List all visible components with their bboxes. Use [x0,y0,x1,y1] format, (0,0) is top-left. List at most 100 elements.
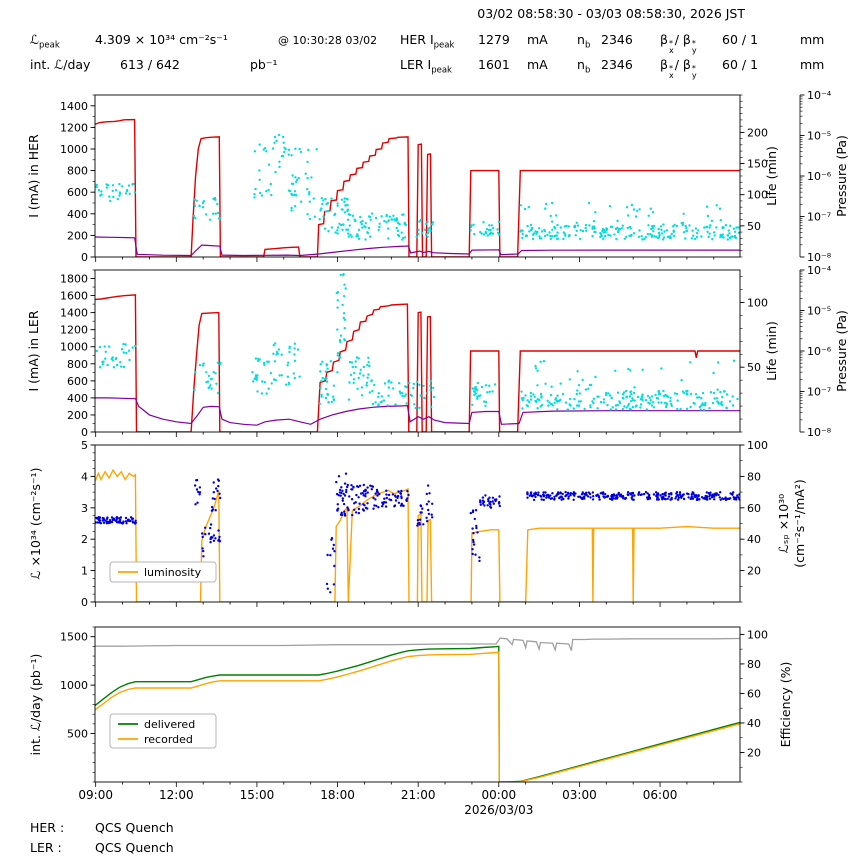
svg-text:1400: 1400 [60,307,88,320]
svg-text:21:00: 21:00 [401,788,436,802]
svg-text:60: 60 [747,687,761,700]
date-range: 03/02 08:58:30 - 03/03 08:58:30, 2026 JS… [477,6,745,21]
svg-text:5: 5 [81,439,88,452]
svg-text:1200: 1200 [60,121,88,134]
svg-text:12:00: 12:00 [159,788,194,802]
svg-text:20: 20 [747,746,761,759]
svg-text:1: 1 [81,565,88,578]
svg-text:40: 40 [747,717,761,730]
ler-nb-label: nb [577,57,591,76]
svg-text:delivered: delivered [144,718,195,731]
series-delivered [95,645,740,782]
ler-beta-value: 60 / 1 [722,57,759,72]
svg-text:50: 50 [747,220,761,233]
her-ipeak-unit: mA [527,32,548,47]
legend-luminosity: luminosity [109,561,217,583]
svg-text:10⁻⁵: 10⁻⁵ [807,305,831,318]
her-status-value: QCS Quench [95,820,174,835]
svg-text:100: 100 [747,296,768,309]
svg-text:200: 200 [747,126,768,139]
svg-text:I (mA) in LER: I (mA) in LER [26,310,41,391]
svg-text:80: 80 [747,470,761,483]
svg-text:I (mA) in HER: I (mA) in HER [26,134,41,218]
svg-text:2026/03/03: 2026/03/03 [464,803,533,817]
panel-her: 0 200 400 600 800 1000 1200 1400 I (mA) in HER 50… [26,89,849,264]
her-ipeak-label: HER Ipeak [400,32,455,51]
svg-text:800: 800 [67,358,88,371]
her-beta-value: 60 / 1 [722,32,759,47]
svg-text:ℒ ×10³⁴ (cm⁻²s⁻¹): ℒ ×10³⁴ (cm⁻²s⁻¹) [28,468,43,580]
intl-value: 613 / 642 [120,57,180,72]
svg-text:10⁻⁶: 10⁻⁶ [807,345,832,358]
svg-text:Life (min): Life (min) [764,146,779,206]
svg-text:10⁻⁸: 10⁻⁸ [807,251,832,264]
svg-text:10⁻⁸: 10⁻⁸ [807,426,832,439]
svg-text:4: 4 [81,470,88,483]
svg-text:09:00: 09:00 [78,788,113,802]
series-ler-current [95,294,740,432]
series-her-lifetime [95,133,740,241]
svg-text:Pressure (Pa): Pressure (Pa) [834,310,849,392]
svg-text:0: 0 [81,251,88,264]
her-nb-value: 2346 [601,32,633,47]
series-efficiency [95,637,740,653]
svg-text:10⁻⁶: 10⁻⁶ [807,170,832,183]
svg-text:1400: 1400 [60,100,88,113]
panel-integrated: 500 1000 1500 int. ℒ/day (pb⁻¹) 20 40 60 80 100 E… [28,626,793,817]
ler-ipeak-value: 1601 [478,57,510,72]
svg-text:Efficiency (%): Efficiency (%) [778,662,793,748]
her-nb-label: nb [577,32,591,51]
her-ipeak-value: 1279 [478,32,510,47]
series-ler-secondary [95,397,740,426]
series-her-current [95,118,740,257]
series-luminosity [95,468,740,602]
lpeak-value: 4.309 × 10³⁴ cm⁻²s⁻¹ [95,32,228,47]
svg-text:10⁻⁷: 10⁻⁷ [807,211,831,224]
svg-text:(cm⁻²s⁻¹/mA²): (cm⁻²s⁻¹/mA²) [792,479,807,567]
svg-text:Life (min): Life (min) [764,321,779,381]
svg-text:200: 200 [67,229,88,242]
series-specific-luminosity [95,472,740,594]
svg-text:3: 3 [81,502,88,515]
svg-text:Pressure (Pa): Pressure (Pa) [834,135,849,217]
svg-text:1500: 1500 [60,631,88,644]
series-her-secondary [95,236,740,257]
lpeak-label: ℒpeak [30,32,60,51]
ler-status-value: QCS Quench [95,840,174,855]
svg-text:18:00: 18:00 [320,788,355,802]
svg-text:500: 500 [67,728,88,741]
svg-text:1800: 1800 [60,273,88,286]
svg-text:50: 50 [747,361,761,374]
series-recorded [95,651,740,782]
svg-text:luminosity: luminosity [144,566,202,579]
svg-text:1000: 1000 [60,341,88,354]
ler-status-label: LER : [30,840,62,855]
svg-text:2: 2 [81,533,88,546]
svg-text:ℒₛₚ ×10³⁰: ℒₛₚ ×10³⁰ [776,494,791,553]
panel-luminosity: 0 1 2 3 4 5 ℒ ×10³⁴ (cm⁻²s⁻¹) 20 40 60 80 100 ℒₛₚ ×1… [28,439,807,609]
svg-text:03:00: 03:00 [562,788,597,802]
svg-text:15:00: 15:00 [240,788,275,802]
svg-text:400: 400 [67,392,88,405]
lpeak-time: @ 10:30:28 03/02 [278,34,378,47]
svg-text:10⁻⁷: 10⁻⁷ [807,386,831,399]
svg-text:200: 200 [67,409,88,422]
svg-text:100: 100 [747,189,768,202]
svg-text:0: 0 [81,426,88,439]
svg-text:int. ℒ/day (pb⁻¹): int. ℒ/day (pb⁻¹) [28,654,43,756]
ler-beta-label: β * x / β * y [660,57,697,80]
series-ler-lifetime [95,272,739,411]
svg-text:60: 60 [747,502,761,515]
legend-integrated: delivered recorded [109,713,217,749]
svg-text:20: 20 [747,565,761,578]
svg-text:1600: 1600 [60,290,88,303]
her-status-label: HER : [30,820,65,835]
svg-text:00:00: 00:00 [482,788,517,802]
svg-text:10⁻⁵: 10⁻⁵ [807,130,831,143]
her-beta-unit: mm [800,32,825,47]
svg-text:recorded: recorded [144,733,193,746]
svg-text:800: 800 [67,165,88,178]
svg-text:06:00: 06:00 [643,788,678,802]
svg-text:10⁻⁴: 10⁻⁴ [807,264,832,277]
